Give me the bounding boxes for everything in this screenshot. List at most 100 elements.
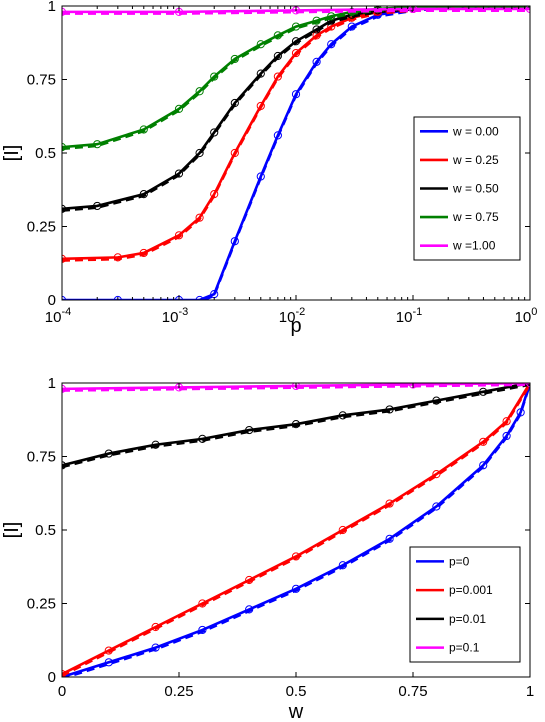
data-point xyxy=(502,417,511,426)
data-point xyxy=(291,584,301,593)
data-point xyxy=(195,87,204,96)
data-point xyxy=(338,525,347,535)
legend-box xyxy=(409,546,521,663)
x-axis-label: p xyxy=(290,315,301,337)
series-dashed-line-3 xyxy=(62,384,530,469)
data-point xyxy=(479,461,488,470)
data-point xyxy=(230,54,239,64)
data-point xyxy=(291,383,301,391)
y-tick-label: 1 xyxy=(48,375,56,392)
data-point xyxy=(432,396,441,405)
data-point xyxy=(139,190,148,199)
y-tick-label: 0.75 xyxy=(27,72,56,89)
legend-label: w = 0.25 xyxy=(452,153,499,167)
data-point xyxy=(256,172,265,181)
data-point xyxy=(230,98,239,108)
y-tick-label: 1 xyxy=(48,0,56,15)
data-point xyxy=(408,6,418,14)
data-point xyxy=(338,411,347,420)
data-point xyxy=(291,37,301,46)
data-point xyxy=(151,622,160,632)
data-point xyxy=(385,534,394,543)
legend-label: p=0.001 xyxy=(449,583,493,597)
chart-panel-2: 0 0.25 0.5 0.75 1 0 0.25 0.5 0.75 1 w [I] p=0 p=0.001… xyxy=(1,375,534,722)
legend-label: w = 0.00 xyxy=(452,124,499,138)
data-point xyxy=(291,552,301,561)
x-axis-label: w xyxy=(288,701,304,722)
data-point xyxy=(525,6,530,14)
legend-label: w = 0.50 xyxy=(452,182,499,196)
data-point xyxy=(93,140,102,149)
data-point xyxy=(104,658,113,667)
series-dashed-line-1 xyxy=(65,384,530,677)
data-point xyxy=(151,440,160,449)
data-point xyxy=(104,646,113,655)
data-point xyxy=(432,470,441,479)
data-point xyxy=(516,408,525,417)
series-line-4 xyxy=(62,6,530,149)
data-point xyxy=(195,213,204,222)
data-point xyxy=(198,434,207,443)
data-point xyxy=(210,72,219,81)
data-point xyxy=(273,31,282,40)
x-tick-label: 0.25 xyxy=(164,683,193,700)
data-point xyxy=(327,40,336,49)
data-point xyxy=(174,169,184,178)
legend-label: w =1.00 xyxy=(452,239,496,253)
data-point xyxy=(291,420,301,429)
data-point xyxy=(312,16,321,25)
data-point xyxy=(139,248,148,258)
y-axis-label: [I] xyxy=(1,522,23,539)
series-dashed-line-2 xyxy=(62,384,530,677)
data-point xyxy=(245,605,254,614)
series-group xyxy=(62,383,530,677)
data-point xyxy=(408,383,418,389)
series-line-1 xyxy=(62,383,530,677)
series-dashed-line-5 xyxy=(62,9,530,15)
legend-label: p=0.01 xyxy=(449,612,486,626)
data-point xyxy=(479,437,488,446)
data-point xyxy=(479,387,488,396)
y-tick-label: 0.75 xyxy=(27,449,56,466)
x-tick-label: 10-2 xyxy=(279,306,305,326)
data-point xyxy=(230,148,239,158)
data-point xyxy=(198,599,207,608)
data-point xyxy=(104,449,113,458)
y-tick-label: 0.5 xyxy=(35,145,56,162)
data-point xyxy=(256,101,265,111)
legend: w = 0.00 w = 0.25 w = 0.50 w = 0.75 w =1.00 xyxy=(413,116,521,261)
data-point xyxy=(198,625,207,635)
data-point xyxy=(139,125,148,134)
data-point xyxy=(327,12,336,21)
chart-panel-1: 0 0.25 0.5 0.75 1 10-4 10-3 10-2 10-1 100 p [I] w = … xyxy=(1,0,537,337)
legend-label: p=0.1 xyxy=(449,641,480,655)
data-point xyxy=(93,201,102,211)
data-point xyxy=(151,643,160,652)
data-point xyxy=(385,499,394,508)
legend-label: w = 0.75 xyxy=(452,210,499,224)
data-point xyxy=(347,22,356,31)
data-point xyxy=(273,131,282,140)
data-point xyxy=(230,237,239,246)
data-point xyxy=(210,128,219,137)
y-tick-label: 0.25 xyxy=(27,219,56,236)
data-point xyxy=(291,90,301,99)
data-point xyxy=(273,72,282,81)
legend-label: p=0 xyxy=(449,554,470,568)
data-point xyxy=(502,431,511,441)
x-tick-label: 0.75 xyxy=(398,683,427,700)
data-point xyxy=(195,148,204,158)
x-tick-label: 10-1 xyxy=(396,306,422,326)
series-line-2 xyxy=(62,383,530,676)
x-tick-label: 10-4 xyxy=(45,306,71,326)
data-point xyxy=(245,425,254,435)
y-axis-label: [I] xyxy=(1,145,23,162)
data-point xyxy=(291,22,301,31)
x-tick-label: 10-3 xyxy=(162,306,188,326)
data-point xyxy=(210,190,219,199)
data-point xyxy=(256,69,265,78)
x-tick-label: 1 xyxy=(526,683,534,700)
data-point xyxy=(113,253,122,262)
data-point xyxy=(385,405,394,414)
